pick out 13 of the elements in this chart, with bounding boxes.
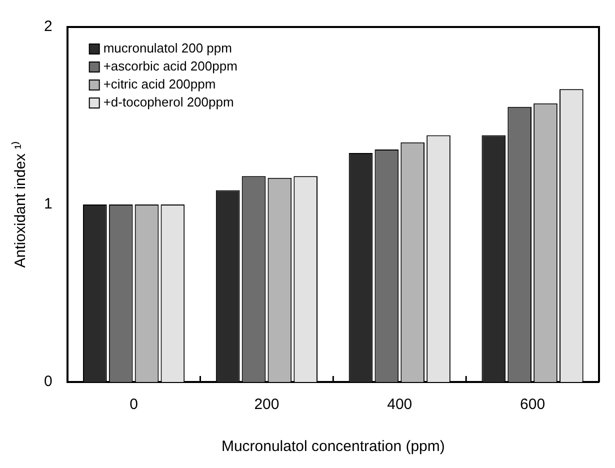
x-tick-label: 600: [520, 396, 546, 414]
legend-label: mucronulatol 200 ppm: [103, 40, 232, 56]
y-tick-label: 0: [44, 373, 52, 390]
legend-label: +ascorbic acid 200ppm: [103, 58, 238, 74]
legend-label: +d-tocopherol 200ppm: [103, 94, 234, 110]
x-tick-label: 200: [254, 396, 280, 414]
x-axis-title: Mucronulatol concentration (ppm): [221, 438, 445, 456]
legend-label: +citric acid 200ppm: [103, 76, 216, 92]
y-axis-title: Antioxidant index ¹⁾: [11, 141, 30, 268]
y-tick-label: 2: [44, 18, 52, 36]
y-tick-label: 1: [44, 196, 52, 213]
x-tick-label: 400: [387, 396, 412, 414]
x-tick-label: 0: [130, 396, 138, 414]
